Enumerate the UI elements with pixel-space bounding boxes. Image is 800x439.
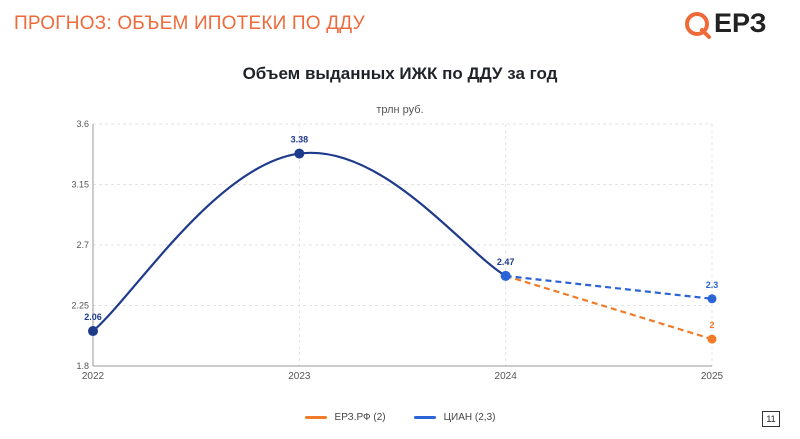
data-label: 2.47 [497, 257, 515, 267]
history-point [500, 270, 511, 281]
logo-mark-icon [685, 12, 711, 39]
legend-label-cian: ЦИАН (2,3) [443, 412, 496, 423]
page-title: ПРОГНОЗ: ОБЪЕМ ИПОТЕКИ ПО ДДУ [14, 13, 365, 34]
data-label: 2.3 [706, 280, 719, 290]
data-label: 3.38 [291, 135, 309, 145]
legend-item-cian[interactable]: ЦИАН (2,3) [413, 412, 496, 423]
x-tick-label: 2025 [701, 371, 724, 382]
data-label: 2 [709, 320, 714, 330]
legend-item-erz[interactable]: ЕРЗ.РФ (2) [304, 412, 386, 423]
chart-title: Объем выданных ИЖК по ДДУ за год [242, 64, 558, 83]
y-tick-label: 3.6 [76, 119, 89, 129]
y-tick-label: 3.15 [71, 180, 89, 190]
y-tick-label: 1.8 [76, 361, 89, 371]
page-number: 11 [762, 411, 780, 427]
x-tick-label: 2022 [82, 371, 105, 382]
chart-legend: ЕРЗ.РФ (2) ЦИАН (2,3) [0, 412, 800, 423]
series-point-0 [707, 334, 717, 344]
legend-swatch-cian [413, 416, 436, 419]
y-tick-label: 2.7 [76, 240, 89, 250]
history-point [294, 148, 305, 159]
series-line-0 [505, 274, 713, 341]
series-line-1 [505, 274, 713, 300]
y-tick-label: 2.25 [71, 301, 89, 311]
x-tick-label: 2024 [495, 371, 518, 382]
chart-unit-label: трлн руб. [376, 104, 424, 116]
history-point [88, 326, 98, 337]
legend-swatch-erz [304, 416, 327, 419]
series-point-1 [707, 294, 717, 304]
logo-text: ЕРЗ [714, 8, 767, 38]
legend-label-erz: ЕРЗ.РФ (2) [334, 412, 386, 423]
x-tick-label: 2023 [288, 371, 311, 382]
logo: ЕРЗ [684, 6, 784, 46]
data-label: 2.06 [84, 312, 102, 322]
